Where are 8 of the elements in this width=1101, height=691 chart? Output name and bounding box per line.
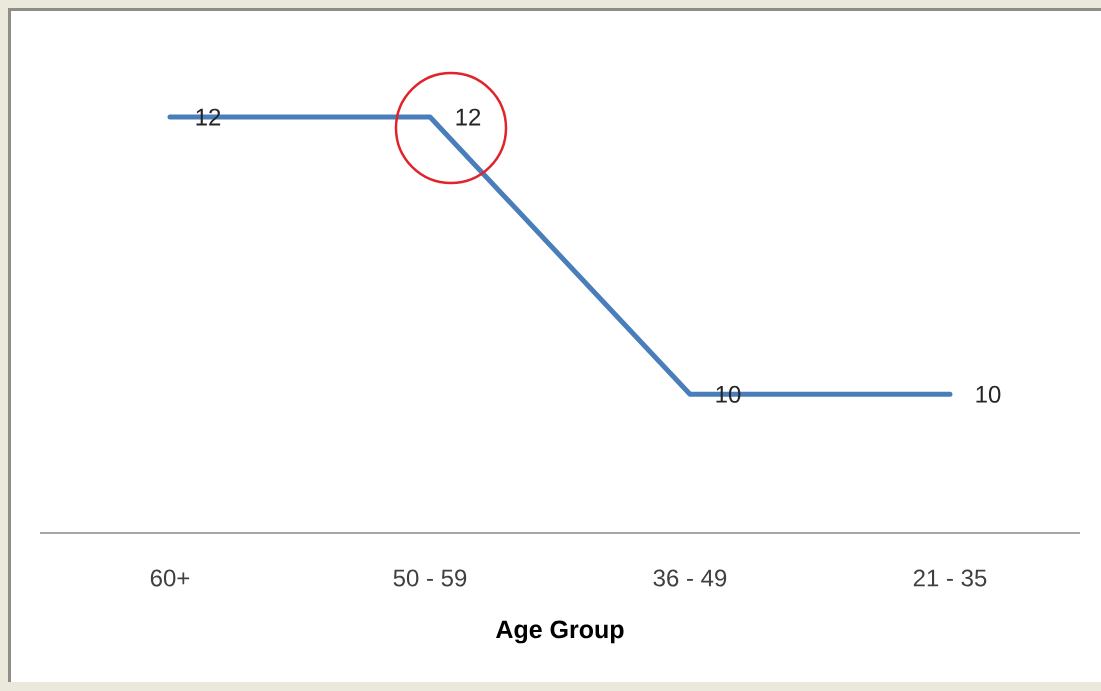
x-tick-label: 60+ xyxy=(150,569,190,587)
data-label: 12 xyxy=(196,108,221,126)
x-axis-title: Age Group xyxy=(496,620,624,644)
data-label: 10 xyxy=(976,385,1001,403)
data-label: 12 xyxy=(456,108,481,126)
x-tick-label: 36 - 49 xyxy=(653,569,727,587)
x-tick-label: 50 - 59 xyxy=(393,569,467,587)
x-tick-label: 21 - 35 xyxy=(913,569,987,587)
